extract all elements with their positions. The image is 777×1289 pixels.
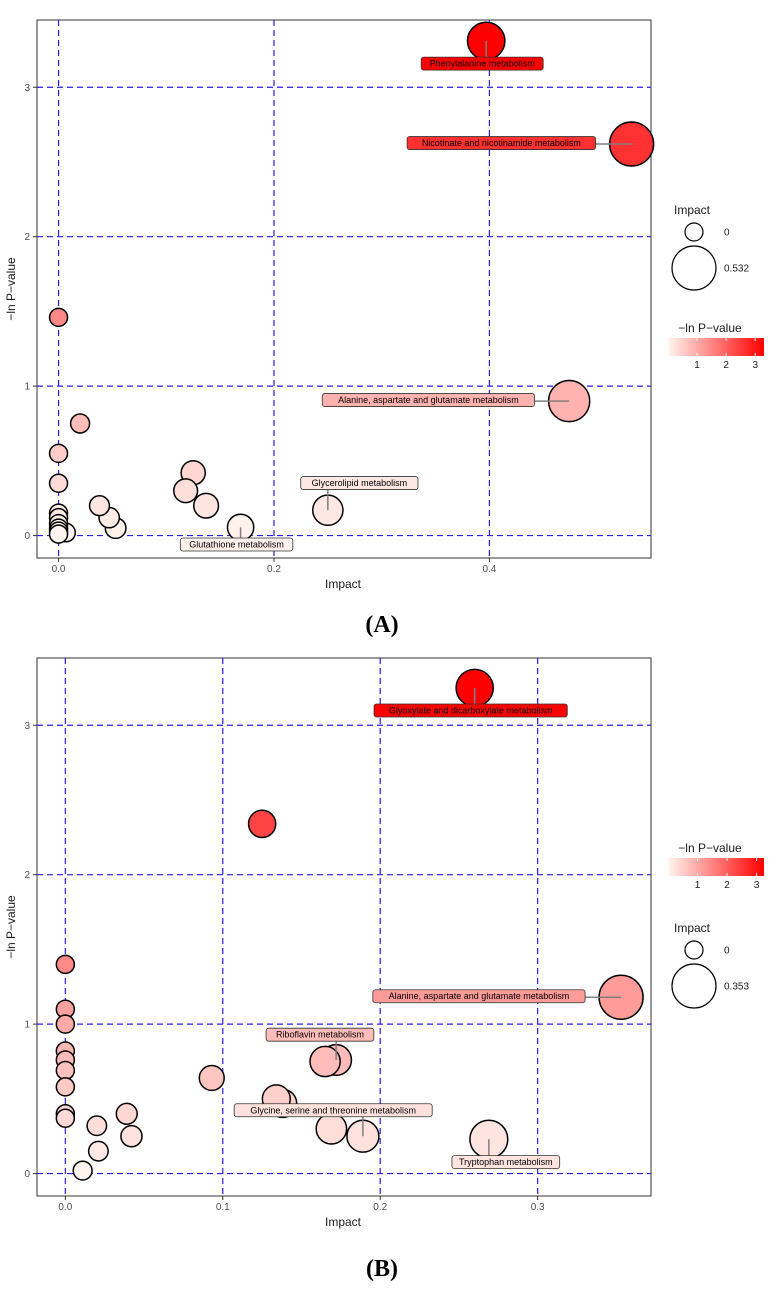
data-bubble	[198, 1064, 225, 1092]
y-tick-label: 1	[24, 1020, 30, 1031]
data-bubble	[193, 492, 220, 519]
size-legend-key-max	[671, 963, 717, 1009]
color-legend-tick-label: 2	[724, 880, 730, 891]
size-legend-key-min	[684, 940, 704, 960]
data-bubble	[55, 1014, 76, 1034]
color-legend-bar	[668, 338, 764, 356]
data-bubble	[55, 1060, 76, 1081]
color-legend-tick-label: 3	[754, 880, 760, 891]
data-bubble	[173, 478, 199, 504]
data-bubble	[55, 954, 76, 975]
size-legend-label-max: 0.353	[724, 982, 749, 993]
data-bubble	[115, 1102, 138, 1125]
annotation-box	[321, 393, 535, 407]
panel-label: (A)	[365, 612, 398, 638]
data-bubble	[87, 1140, 109, 1162]
annotation-label: Glyoxylate and dicarboxylate metabolism	[389, 705, 553, 715]
color-legend-tick-label: 1	[694, 360, 700, 371]
data-bubble	[120, 1124, 143, 1148]
panel-label: (B)	[366, 1256, 398, 1282]
annotation-box	[420, 56, 544, 71]
size-legend-title: Impact	[674, 921, 711, 935]
x-tick-label: 0.4	[482, 564, 496, 575]
y-axis-title: −ln P−value	[4, 257, 18, 321]
annotation-box	[179, 537, 294, 552]
y-tick-label: 1	[24, 382, 30, 393]
data-bubble	[55, 1077, 76, 1097]
color-legend-title: −ln P−value	[678, 841, 742, 855]
color-legend-title: −ln P−value	[678, 321, 742, 335]
size-legend-key-min	[684, 222, 704, 242]
annotation-label: Alanine, aspartate and glutamate metabol…	[338, 395, 519, 405]
color-legend-tick-label: 3	[752, 360, 758, 371]
y-tick-label: 2	[24, 232, 30, 243]
data-bubble	[48, 473, 69, 494]
x-tick-label: 0.0	[58, 1202, 72, 1213]
annotation-label: Alanine, aspartate and glutamate metabol…	[389, 991, 570, 1001]
x-tick-label: 0.0	[52, 564, 66, 575]
data-bubble	[48, 307, 69, 328]
y-tick-label: 0	[24, 1169, 30, 1180]
data-bubble	[309, 1045, 341, 1078]
size-legend-label-max: 0.532	[724, 264, 749, 275]
data-bubble	[48, 443, 69, 464]
annotation-label: Glycine, serine and threonine metabolism	[250, 1105, 416, 1115]
data-bubble	[69, 413, 91, 434]
color-legend-tick-label: 1	[695, 880, 701, 891]
annotation-label: Glycerolipid metabolism	[312, 478, 408, 488]
chart-panel-b: 0.0 0.1 0.2 0.3 0 1 2 3 Impact −ln P−value Alanine…	[4, 657, 764, 1282]
plot-frame	[36, 19, 652, 559]
size-legend-label-min: 0	[724, 946, 730, 957]
x-tick-label: 0.3	[531, 1202, 545, 1213]
size-legend-label-min: 0	[724, 228, 730, 239]
data-bubble	[55, 1108, 76, 1129]
annotation-box	[451, 1155, 561, 1170]
annotation-box	[300, 476, 419, 490]
annotation-box	[406, 136, 597, 150]
annotation-label: Phenylalanine metabolism	[430, 59, 535, 69]
y-axis-title: −ln P−value	[4, 895, 18, 959]
y-tick-label: 2	[24, 870, 30, 881]
annotation-box	[373, 703, 568, 718]
x-tick-label: 0.2	[373, 1202, 387, 1213]
y-tick-label: 3	[24, 721, 30, 732]
x-axis-title: Impact	[325, 1215, 362, 1229]
data-bubble	[86, 1115, 108, 1137]
x-tick-label: 0.1	[216, 1202, 230, 1213]
annotation-box	[372, 989, 586, 1004]
annotation-label: Tryptophan metabolism	[459, 1157, 553, 1167]
size-legend-title: Impact	[674, 203, 711, 217]
data-bubble	[315, 1112, 348, 1145]
x-tick-label: 0.2	[267, 564, 281, 575]
data-bubble	[72, 1160, 93, 1181]
color-legend-tick-label: 2	[723, 360, 729, 371]
annotation-box	[233, 1103, 433, 1118]
data-bubble	[247, 809, 277, 839]
y-tick-label: 0	[24, 531, 30, 542]
annotation-box	[265, 1027, 375, 1042]
chart-panel-a: 0.0 0.2 0.4 0 1 2 3 Impact −ln P−value Nicotinate…	[4, 19, 764, 638]
annotation-label: Glutathione metabolism	[189, 539, 284, 549]
size-legend-key-max	[671, 245, 717, 291]
y-tick-label: 3	[24, 83, 30, 94]
color-legend-bar	[668, 858, 764, 876]
x-axis-title: Impact	[325, 577, 362, 591]
data-bubble	[48, 524, 69, 544]
data-bubble	[88, 495, 111, 517]
annotation-label: Riboflavin metabolism	[276, 1030, 364, 1040]
annotation-label: Nicotinate and nicotinamide metabolism	[422, 138, 581, 148]
